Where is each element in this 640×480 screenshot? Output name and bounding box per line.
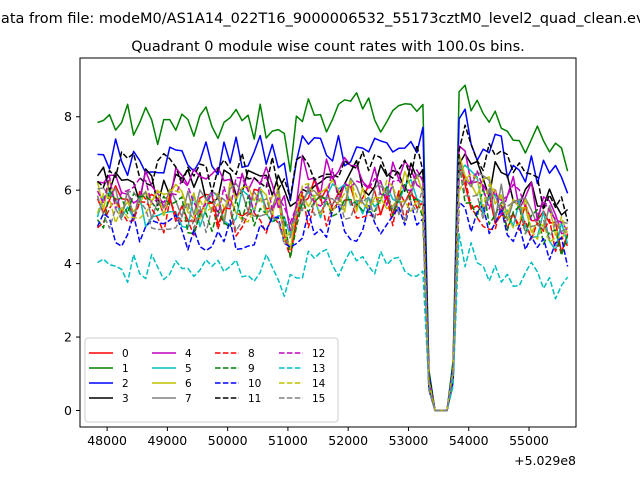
x-tick-label: 52000 — [328, 433, 368, 448]
legend-label-4: 4 — [185, 348, 192, 360]
series-layer — [96, 84, 569, 412]
series-line-15 — [96, 158, 568, 412]
series-line-1 — [97, 84, 569, 412]
x-tick-label: 50000 — [208, 433, 248, 448]
legend-label-5: 5 — [185, 363, 192, 375]
series-line-13 — [97, 233, 569, 412]
x-tick-label: 55000 — [509, 433, 549, 448]
legend-label-6: 6 — [185, 378, 192, 390]
series-line-7 — [97, 162, 568, 412]
x-tick-label: 51000 — [268, 433, 308, 448]
x-tick-label: 48000 — [87, 433, 127, 448]
series-line-5 — [96, 164, 569, 412]
x-tick-label: 54000 — [449, 433, 489, 448]
series-line-6 — [96, 153, 569, 412]
legend-label-10: 10 — [248, 378, 261, 390]
series-line-12 — [96, 167, 569, 412]
y-tick-label: 8 — [64, 109, 72, 124]
legend-label-13: 13 — [312, 363, 325, 375]
plot-frame — [79, 57, 577, 428]
y-tick-label: 4 — [64, 256, 72, 271]
legend-label-11: 11 — [248, 393, 261, 405]
series-line-10 — [96, 201, 569, 412]
x-tick-label: 49000 — [148, 433, 188, 448]
y-axis-ticks: 0 2 4 6 8 — [64, 109, 80, 418]
legend-label-12: 12 — [312, 348, 325, 360]
series-line-14 — [96, 173, 569, 412]
x-offset-label: +5.029e8 — [514, 453, 576, 468]
legend-label-0: 0 — [122, 348, 129, 360]
series-line-9 — [96, 160, 569, 412]
legend-label-15: 15 — [312, 393, 325, 405]
legend-label-9: 9 — [248, 363, 255, 375]
legend-label-14: 14 — [312, 378, 326, 390]
y-tick-label: 6 — [64, 183, 72, 198]
x-tick-label: 53000 — [389, 433, 429, 448]
legend-label-7: 7 — [185, 393, 192, 405]
legend-frame — [84, 337, 339, 423]
legend-label-1: 1 — [122, 363, 129, 375]
legend-label-3: 3 — [122, 393, 129, 405]
series-line-11 — [96, 124, 569, 412]
chart-suptitle: Data from file: modeM0/AS1A14_022T16_900… — [0, 11, 640, 27]
series-line-2 — [97, 108, 569, 412]
legend-label-8: 8 — [248, 348, 255, 360]
chart-title: Quadrant 0 module wise count rates with … — [131, 39, 525, 55]
y-tick-label: 2 — [64, 330, 72, 345]
legend-label-2: 2 — [122, 378, 129, 390]
x-axis-ticks: 48000 49000 50000 51000 52000 53000 54000 55000 — [87, 427, 549, 448]
y-tick-label: 0 — [64, 403, 72, 418]
